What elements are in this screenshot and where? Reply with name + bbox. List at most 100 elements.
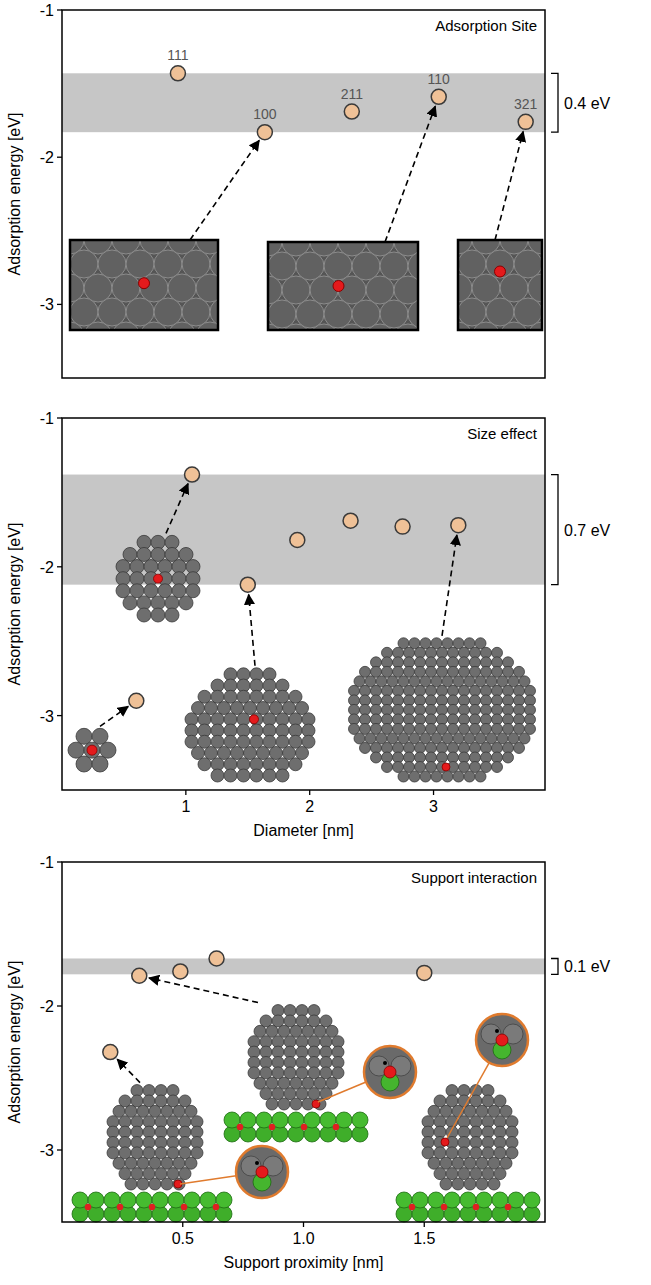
particle-atom xyxy=(453,638,464,649)
particle-atom xyxy=(481,723,492,734)
particle-atom xyxy=(382,723,393,734)
particle-atom xyxy=(211,769,224,782)
data-point xyxy=(103,1045,118,1060)
particle-atom xyxy=(494,1168,506,1180)
particle-atom xyxy=(123,547,137,561)
particle-atom xyxy=(237,769,250,782)
particle-atom xyxy=(270,747,283,760)
particle-atom xyxy=(155,1147,167,1159)
particle-atom xyxy=(500,1157,512,1169)
particle-atom xyxy=(464,733,475,744)
particle-atom xyxy=(143,1147,155,1159)
particle-atom xyxy=(398,733,409,744)
particle-atom xyxy=(248,1067,260,1079)
particle-atom xyxy=(431,733,442,744)
particle-atom xyxy=(250,769,263,782)
particle-atom xyxy=(437,666,448,677)
particle-atom xyxy=(308,1088,320,1100)
zoom-circle xyxy=(476,1014,528,1066)
support-oxygen xyxy=(85,1204,91,1210)
surface-atom xyxy=(458,298,486,326)
particle-atom xyxy=(488,1157,500,1169)
particle-atom xyxy=(494,1147,506,1159)
particle-atom xyxy=(503,723,514,734)
support-oxygen xyxy=(441,1204,447,1210)
particle-atom xyxy=(492,761,503,772)
particle-atom xyxy=(360,742,371,753)
particle-atom xyxy=(440,1105,452,1117)
particle-atom xyxy=(409,771,420,782)
y-tick xyxy=(57,566,62,567)
surface-atom xyxy=(282,276,310,304)
particle-atom xyxy=(434,1168,446,1180)
particle-atom xyxy=(514,666,525,677)
plot-frame xyxy=(62,862,545,1222)
surface-border xyxy=(268,242,418,330)
support-atom xyxy=(524,1206,540,1222)
particle-atom xyxy=(426,666,437,677)
particle-atom xyxy=(428,1157,440,1169)
particle-atom xyxy=(431,676,442,687)
y-tick-label: -1 xyxy=(40,854,54,871)
particle-atom xyxy=(470,1147,482,1159)
particle-atom xyxy=(459,666,470,677)
surface-atom xyxy=(84,274,112,302)
particle-atom xyxy=(302,1025,314,1037)
particle-atom xyxy=(458,1168,470,1180)
particle-atom xyxy=(149,1105,161,1117)
particle-atom xyxy=(470,1095,482,1107)
pointer-arrow xyxy=(385,106,435,242)
surface-atoms xyxy=(268,242,418,330)
support-oxygen xyxy=(237,1124,243,1130)
particle-atom xyxy=(144,584,158,598)
surface-atom xyxy=(500,274,528,302)
particle-atom xyxy=(508,676,519,687)
surface-atom xyxy=(514,250,542,278)
particle-atom xyxy=(308,1067,320,1079)
particle-atom xyxy=(284,1015,296,1027)
particle-atom xyxy=(314,1077,326,1089)
particle-atom xyxy=(459,761,470,772)
particle-atom xyxy=(158,584,172,598)
point-label: 211 xyxy=(341,86,364,102)
y-axis-title: Adsorption energy [eV] xyxy=(6,523,23,686)
particle-atom xyxy=(434,1095,446,1107)
surface-atom xyxy=(126,250,154,278)
range-bracket xyxy=(551,475,558,585)
particle-atom xyxy=(198,735,211,748)
particle-atom xyxy=(107,1147,119,1159)
pointer-arrow xyxy=(117,1059,140,1082)
particle-atom xyxy=(155,1095,167,1107)
particle-atom xyxy=(492,723,503,734)
particle-atom xyxy=(224,735,237,748)
particle-atom xyxy=(428,1105,440,1117)
particle-atom xyxy=(486,676,497,687)
surface-atoms xyxy=(458,240,542,330)
particle-atom xyxy=(506,1147,518,1159)
particle-atom xyxy=(452,1157,464,1169)
particle-atom xyxy=(290,1025,302,1037)
y-tick-label: -2 xyxy=(40,998,54,1015)
particle-atom xyxy=(446,1168,458,1180)
point-label: 111 xyxy=(167,47,188,63)
particle-atom xyxy=(464,676,475,687)
particle-atom xyxy=(442,676,453,687)
x-tick-label: 3 xyxy=(429,798,438,815)
particle-atom xyxy=(519,733,530,744)
y-tick xyxy=(57,861,62,862)
y-tick-label: -3 xyxy=(40,296,54,313)
particle-atom xyxy=(173,1105,185,1117)
particle-atom xyxy=(497,733,508,744)
surface-atom xyxy=(458,250,486,278)
particle-atom xyxy=(503,666,514,677)
particle-atom xyxy=(276,769,289,782)
particle-atom xyxy=(354,733,365,744)
particle-atom xyxy=(161,1105,173,1117)
particle-atom xyxy=(179,596,193,610)
particle-atom xyxy=(76,756,92,772)
data-marks xyxy=(103,951,432,1060)
particle-atom xyxy=(137,1157,149,1169)
particle-atom xyxy=(409,676,420,687)
particle-atom xyxy=(296,1067,308,1079)
particle-atom xyxy=(332,1067,344,1079)
